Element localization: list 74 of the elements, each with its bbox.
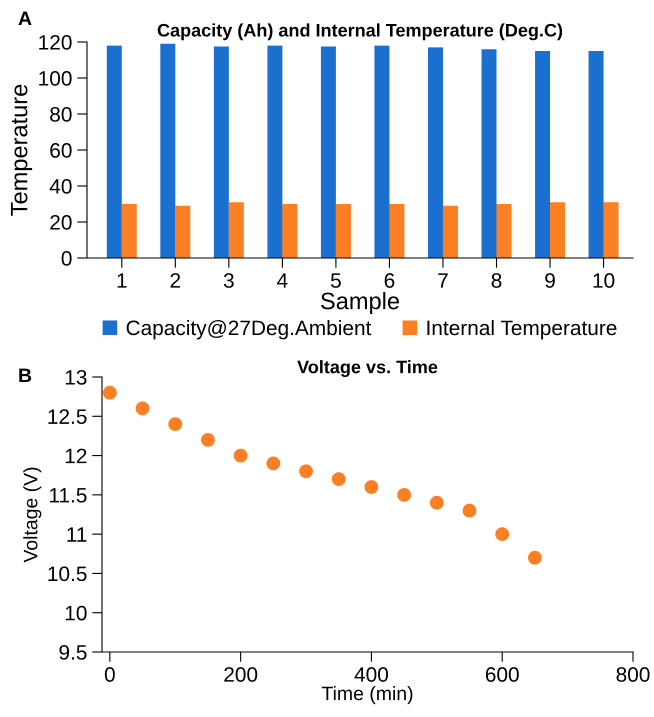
- point: [430, 496, 444, 510]
- bar: [106, 46, 122, 258]
- bar: [604, 202, 619, 258]
- y-tick-label: 13: [66, 370, 87, 385]
- point: [266, 456, 280, 470]
- point: [168, 417, 182, 432]
- x-tick-label: 8: [492, 273, 502, 288]
- x-tick-label: 10: [594, 273, 614, 288]
- x-tick-label: 1: [118, 273, 127, 288]
- point: [299, 464, 313, 478]
- bar: [496, 204, 512, 258]
- bar: [588, 51, 604, 258]
- x-tick-label: 7: [438, 273, 448, 288]
- x-tick-label: 0: [104, 667, 115, 682]
- x-tick-label: 5: [330, 273, 341, 288]
- y-tick-label: 20: [50, 215, 72, 230]
- x-tick-label: 800: [616, 667, 650, 682]
- y-tick-label: 0: [62, 251, 72, 266]
- bar: [175, 206, 190, 258]
- y-tick-label: 10.5: [48, 566, 87, 582]
- x-tick-label: 400: [354, 667, 388, 682]
- bar: [160, 44, 176, 258]
- bar: [428, 47, 443, 258]
- bar: [550, 202, 566, 258]
- x-axis-title: Sample: [321, 292, 399, 314]
- point: [397, 488, 412, 502]
- point: [201, 432, 215, 447]
- bar: [122, 204, 137, 258]
- bar: [374, 46, 390, 258]
- y-tick-label: 12.5: [48, 409, 87, 424]
- bar: [320, 46, 336, 258]
- point: [364, 480, 378, 494]
- chart-title: Voltage vs. Time: [297, 360, 438, 377]
- bar: [535, 51, 550, 258]
- bar: [336, 204, 351, 258]
- bar: [228, 202, 244, 258]
- y-tick-label: 9.5: [59, 645, 87, 660]
- x-tick-label: 200: [224, 667, 258, 682]
- y-axis-title: Temperature: [10, 84, 32, 216]
- bar: [267, 46, 282, 258]
- point: [528, 550, 542, 565]
- x-tick-label: 2: [170, 273, 180, 288]
- y-tick-label: 12: [66, 448, 86, 464]
- text: A: [18, 12, 32, 26]
- y-tick-label: 60: [50, 143, 72, 158]
- bar: [282, 204, 298, 258]
- bar: [442, 206, 458, 258]
- x-axis-title: Time (min): [322, 686, 412, 704]
- bar: [389, 204, 404, 258]
- y-tick-label: 10: [66, 606, 87, 620]
- text: B: [19, 368, 32, 382]
- bar: [214, 46, 229, 258]
- legend-label: Capacity@27Deg.Ambient: [126, 320, 372, 340]
- x-tick-label: 6: [384, 273, 394, 288]
- x-tick-label: 3: [224, 273, 234, 288]
- y-tick-label: 120: [39, 35, 72, 50]
- bar: [482, 49, 496, 258]
- x-tick-label: 600: [486, 667, 519, 682]
- point: [462, 504, 476, 518]
- y-tick-label: 80: [50, 107, 72, 122]
- y-tick-label: 11.5: [50, 488, 87, 503]
- point: [234, 448, 248, 462]
- chart-title: Capacity (Ah) and Internal Temperature (Deg.C): [158, 23, 562, 40]
- point: [102, 386, 117, 400]
- y-tick-label: 11: [67, 527, 86, 542]
- legend-label: Internal Temperature: [427, 320, 616, 340]
- point: [136, 402, 150, 416]
- y-tick-label: 40: [50, 179, 72, 194]
- x-tick-label: 4: [277, 273, 288, 288]
- point: [495, 527, 510, 542]
- y-axis-title: Voltage (V): [23, 468, 42, 563]
- x-tick-label: 9: [545, 273, 555, 288]
- y-tick-label: 100: [39, 71, 72, 86]
- point: [332, 472, 346, 486]
